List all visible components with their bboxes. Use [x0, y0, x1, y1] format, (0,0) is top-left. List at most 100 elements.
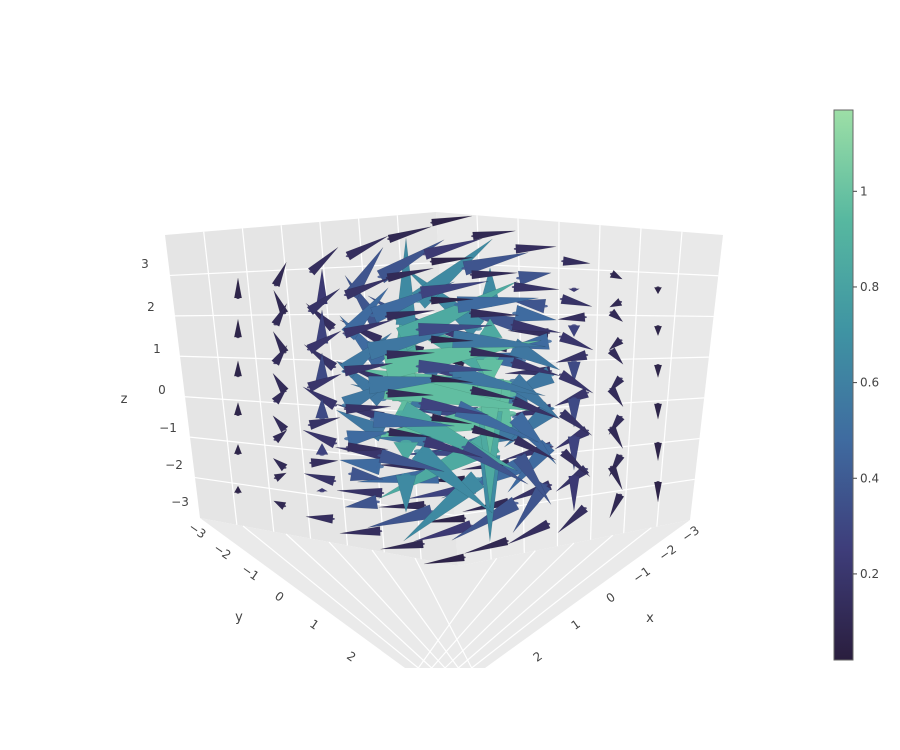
cone-base	[609, 272, 614, 275]
colorbar-tick-label: 0.6	[860, 376, 879, 390]
floor	[200, 518, 690, 668]
cone-base	[309, 461, 314, 464]
cone-base	[511, 399, 517, 402]
cone-base	[422, 440, 428, 443]
grid-line	[656, 231, 683, 527]
cone-base	[400, 439, 412, 445]
y-tick-label: −3	[186, 520, 209, 542]
colorbar: 1 0.8 0.6 0.4 0.2	[833, 109, 879, 661]
grid-line	[319, 221, 349, 546]
cone-base	[273, 323, 278, 326]
cone-base	[373, 500, 380, 504]
cone-base	[273, 400, 278, 403]
grid-line	[242, 525, 419, 669]
cone-base	[503, 410, 517, 417]
cone-base	[365, 383, 374, 387]
grid-line	[556, 221, 560, 547]
cone-base	[430, 416, 434, 419]
cone-base	[387, 430, 391, 433]
cone-base	[510, 361, 516, 364]
cone-base	[396, 410, 408, 416]
cone-field	[233, 215, 663, 565]
cone-base	[618, 493, 623, 496]
cone-base	[421, 542, 425, 545]
cone-base	[561, 260, 566, 263]
cone-base	[609, 465, 614, 468]
cone-base	[348, 472, 355, 476]
y-tick-label: 0	[272, 589, 286, 605]
cone-base	[385, 353, 389, 356]
cone-base	[307, 310, 313, 313]
cone-base	[609, 349, 614, 352]
cone-base	[319, 453, 325, 456]
grid-line	[417, 557, 498, 669]
cone-base	[345, 255, 350, 258]
grid-line	[280, 225, 312, 539]
cone-base	[369, 313, 378, 318]
y-tick-label: 1	[307, 617, 321, 633]
colorbar-tick-label: 1	[860, 184, 868, 198]
cone-base	[342, 332, 348, 335]
cone-base	[461, 266, 468, 270]
cone-base	[236, 296, 240, 299]
z-tick-label: 2	[147, 300, 155, 314]
cone-base	[510, 323, 516, 326]
grid-line	[203, 231, 238, 525]
cone-base	[609, 311, 614, 314]
cone-base	[236, 336, 240, 339]
cone-base	[332, 404, 338, 407]
colorbar-tick-label: 0.2	[860, 567, 879, 581]
cone-base	[306, 348, 312, 351]
cone-base	[469, 389, 474, 392]
cone-base	[546, 522, 551, 525]
cone-base	[429, 299, 433, 302]
cone-base	[461, 445, 468, 449]
cone-base	[453, 303, 462, 307]
cone-base	[344, 437, 352, 441]
cone-base	[513, 247, 518, 250]
x-tick-label: −1	[630, 564, 653, 586]
cone-base	[656, 325, 660, 328]
cone-base	[282, 505, 287, 508]
z-tick-label: −2	[165, 458, 183, 472]
grid-line	[285, 533, 433, 669]
x-tick-label: −3	[679, 523, 702, 545]
cone-base	[379, 492, 385, 495]
cone-base	[558, 335, 564, 338]
cone-base	[273, 284, 278, 287]
cone-base	[618, 377, 623, 380]
grid-line	[444, 542, 575, 669]
cone-base	[559, 297, 565, 300]
cone-base	[273, 477, 278, 480]
z-tick-label: 3	[141, 257, 149, 271]
cone-base	[236, 491, 240, 494]
z-tick-label: 1	[153, 342, 161, 356]
cone-base	[571, 360, 577, 364]
cone-base	[449, 370, 458, 375]
cone-base	[343, 294, 349, 297]
cone-base	[422, 504, 427, 507]
cone-base	[656, 481, 660, 484]
cone-base	[656, 363, 660, 366]
cone-base	[561, 451, 566, 454]
cone-base	[469, 350, 473, 353]
x-tick-label: 2	[531, 649, 545, 665]
grid-line	[194, 476, 455, 517]
cone-base	[330, 517, 335, 520]
cone-base	[385, 276, 390, 279]
z-tick-label: −3	[171, 495, 189, 509]
cone-base	[618, 415, 623, 418]
cone-base	[273, 362, 278, 365]
grid-line	[589, 225, 601, 540]
colorbar-tick-label: 0.4	[860, 471, 879, 485]
cone-base	[558, 373, 564, 376]
cone-base	[413, 449, 423, 454]
cone-base	[656, 441, 660, 444]
colorbar-tick-label: 0.8	[860, 280, 879, 294]
cone-base	[541, 483, 548, 487]
z-axis-title: z	[121, 392, 128, 407]
cone-base	[609, 426, 614, 429]
cone-base	[546, 331, 551, 334]
cone-base	[236, 375, 240, 378]
